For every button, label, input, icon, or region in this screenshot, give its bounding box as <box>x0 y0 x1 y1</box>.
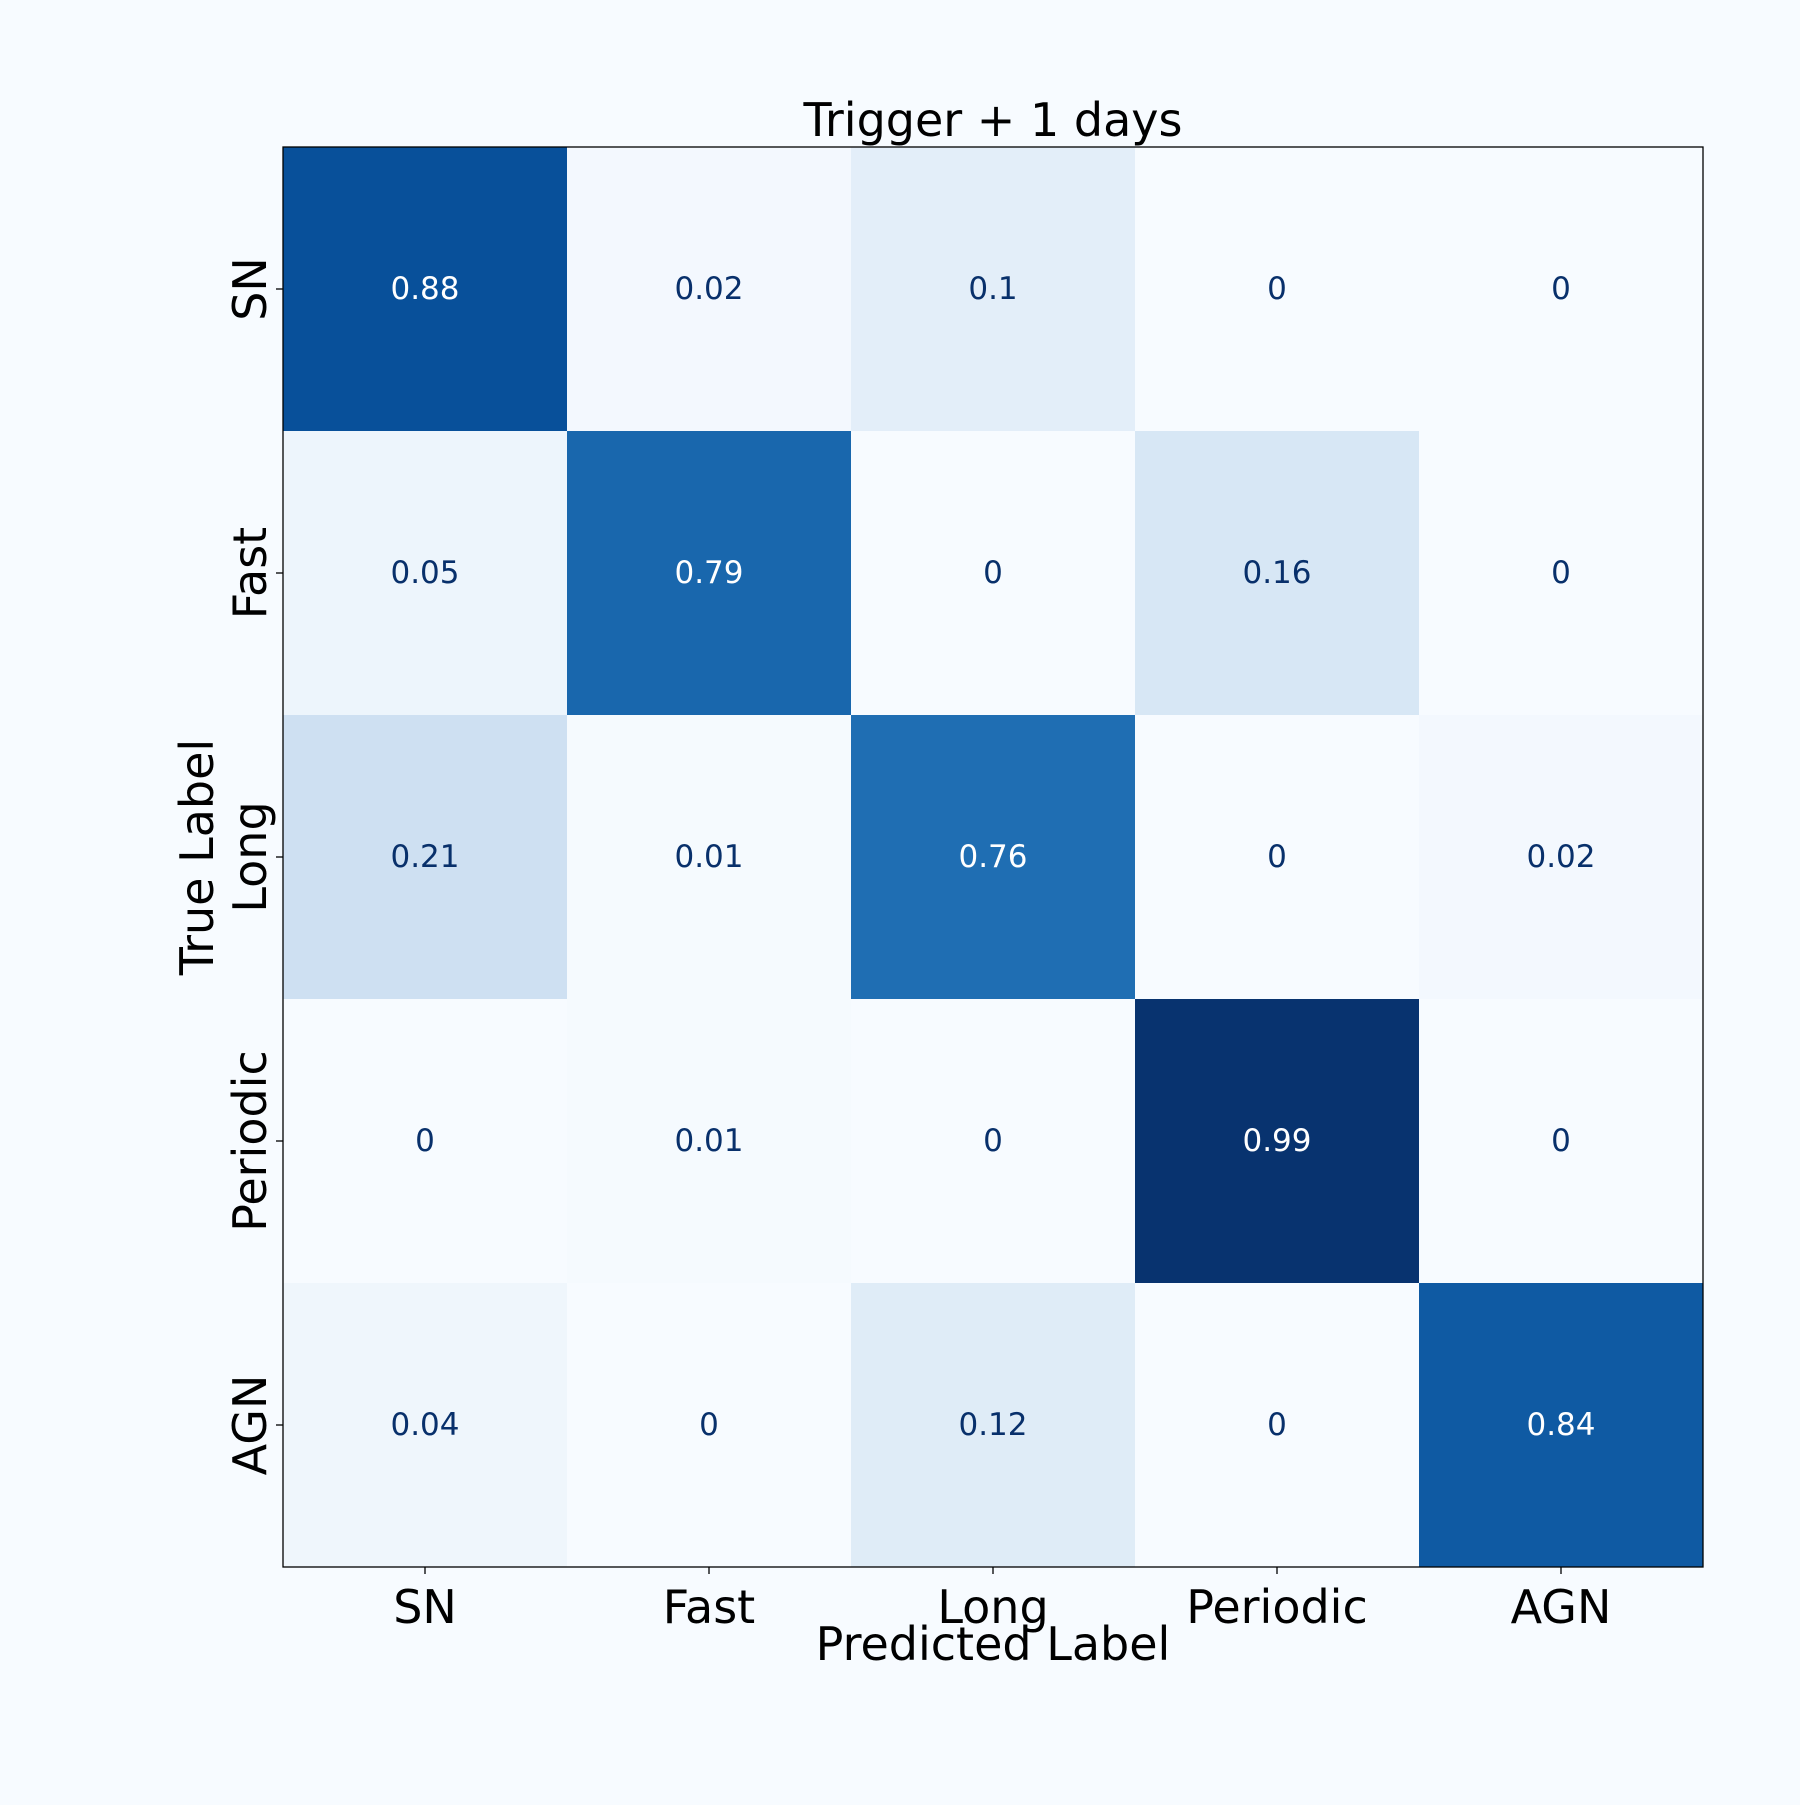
heatmap-cell-labels: 0.88 0.02 0.1 0 0 0.05 0.79 0 0.16 0 0.21 0.01 0.76 0… <box>390 271 1595 1443</box>
y-tick-label: Periodic <box>223 1050 277 1232</box>
heatmap-cell <box>851 431 1136 716</box>
heatmap-cell-value: 0 <box>415 1123 435 1159</box>
heatmap-cell-value: 0.05 <box>390 555 459 591</box>
heatmap-cell <box>567 147 852 432</box>
heatmap-cell <box>1419 1283 1704 1568</box>
heatmap-cell <box>1135 999 1420 1284</box>
heatmap-cell <box>567 1283 852 1568</box>
heatmap-cell <box>851 715 1136 1000</box>
heatmap-cell <box>283 147 568 432</box>
heatmap-cell-value: 0.99 <box>1242 1123 1311 1159</box>
heatmap-cell-value: 0.12 <box>958 1407 1027 1443</box>
y-tick-label: SN <box>223 257 277 321</box>
heatmap-cell-value: 0 <box>1267 271 1287 307</box>
heatmap-cell <box>851 999 1136 1284</box>
y-tick-label: Fast <box>223 527 277 619</box>
heatmap-cell <box>1419 147 1704 432</box>
heatmap-cell-value: 0.79 <box>674 555 743 591</box>
heatmap-cell <box>1419 999 1704 1284</box>
heatmap-cells <box>283 147 1704 1568</box>
heatmap-cell-value: 0.01 <box>674 1123 743 1159</box>
heatmap-cell <box>283 431 568 716</box>
heatmap-cell-value: 0.76 <box>958 839 1027 875</box>
heatmap-cell-value: 0 <box>1267 839 1287 875</box>
x-tick-label: AGN <box>1511 1580 1612 1634</box>
heatmap-cell-value: 0.88 <box>390 271 459 307</box>
heatmap-cell-value: 0 <box>699 1407 719 1443</box>
chart-title: Trigger + 1 days <box>803 93 1183 147</box>
heatmap-cell-value: 0.04 <box>390 1407 459 1443</box>
heatmap-cell <box>1135 715 1420 1000</box>
heatmap-cell-value: 0 <box>1551 1123 1571 1159</box>
y-tick-label: AGN <box>223 1375 277 1476</box>
x-tick-label: Long <box>937 1580 1048 1634</box>
y-axis-ticks: SN Fast Long Periodic AGN <box>223 257 283 1475</box>
y-tick-label: Long <box>223 801 277 912</box>
heatmap-cell-value: 0.16 <box>1242 555 1311 591</box>
heatmap-cell <box>851 147 1136 432</box>
heatmap-cell <box>1135 147 1420 432</box>
heatmap-cell-value: 0.01 <box>674 839 743 875</box>
heatmap-cell-value: 0 <box>983 1123 1003 1159</box>
heatmap-cell <box>1135 1283 1420 1568</box>
x-tick-label: Periodic <box>1186 1580 1368 1634</box>
heatmap-cell <box>567 999 852 1284</box>
heatmap-cell <box>1419 715 1704 1000</box>
heatmap-cell-value: 0 <box>1551 271 1571 307</box>
heatmap-cell-value: 0.02 <box>1526 839 1595 875</box>
heatmap-cell <box>567 715 852 1000</box>
heatmap-cell-value: 0.21 <box>390 839 459 875</box>
heatmap-cell <box>283 715 568 1000</box>
heatmap-cell <box>1135 431 1420 716</box>
heatmap-cell-value: 0 <box>1267 1407 1287 1443</box>
x-axis-ticks: SN Fast Long Periodic AGN <box>393 1567 1611 1634</box>
heatmap-cell <box>283 1283 568 1568</box>
x-tick-label: SN <box>393 1580 457 1634</box>
heatmap-cell <box>283 999 568 1284</box>
heatmap-cell-value: 0.1 <box>968 271 1017 307</box>
heatmap-cell-value: 0.84 <box>1526 1407 1595 1443</box>
x-axis-label: Predicted Label <box>816 1617 1171 1671</box>
heatmap-cell <box>851 1283 1136 1568</box>
x-tick-label: Fast <box>663 1580 755 1634</box>
heatmap-cell-value: 0.02 <box>674 271 743 307</box>
heatmap-cell-value: 0 <box>983 555 1003 591</box>
heatmap-cell <box>1419 431 1704 716</box>
heatmap-cell <box>567 431 852 716</box>
y-axis-label: True Label <box>170 739 224 976</box>
heatmap-cell-value: 0 <box>1551 555 1571 591</box>
